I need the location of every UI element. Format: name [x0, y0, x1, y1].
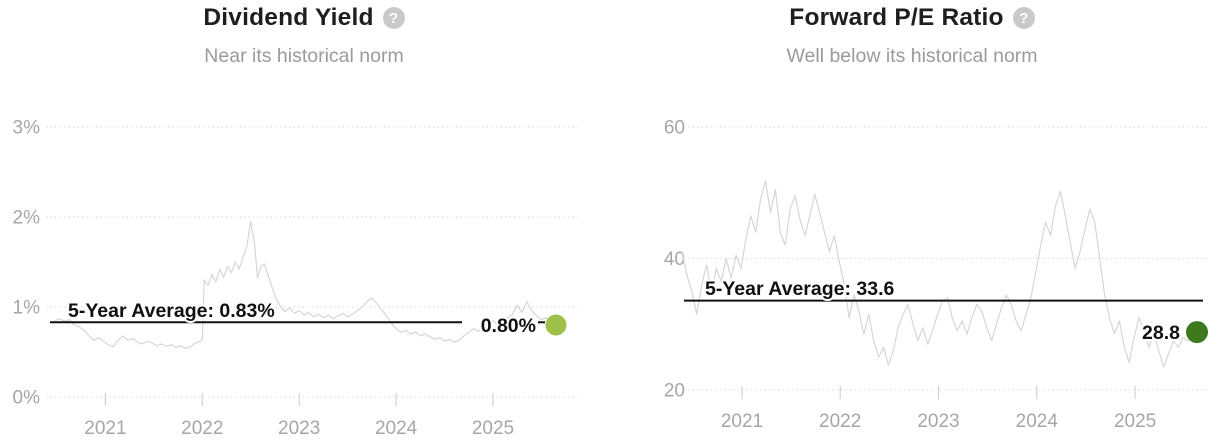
current-value-label: 0.80% [481, 315, 536, 337]
dividend-yield-header: Dividend Yield ? [0, 2, 608, 34]
x-axis-label: 2024 [375, 418, 418, 439]
y-axis-label: 3% [13, 118, 41, 139]
help-icon[interactable]: ? [1012, 7, 1035, 29]
y-axis-label: 2% [13, 208, 41, 229]
y-axis-label: 20 [664, 381, 685, 402]
forward-pe-header: Forward P/E Ratio ? [608, 2, 1216, 34]
series-line[interactable] [54, 220, 557, 349]
x-axis-label: 2022 [819, 411, 861, 432]
y-axis-label: 0% [13, 388, 41, 409]
chart-title: Dividend Yield [203, 4, 374, 31]
x-axis-label: 2023 [917, 411, 959, 432]
current-value-dot[interactable] [1186, 321, 1208, 344]
current-value-label: 28.8 [1142, 322, 1180, 344]
chart-title: Forward P/E Ratio [789, 4, 1004, 31]
dividend-yield-panel: Dividend Yield ? Near its historical nor… [0, 0, 608, 443]
x-axis-label: 2021 [84, 418, 126, 439]
average-label: 5-Year Average: 0.83% [68, 300, 275, 322]
chart-status-text: Near its historical norm [204, 45, 404, 67]
forward-pe-chart[interactable]: 20 40 60 2021 2022 2023 2024 2025 5-Year Average… [608, 88, 1217, 443]
current-value-dot[interactable] [545, 314, 567, 336]
x-axis-label: 2025 [1114, 411, 1156, 432]
x-axis-label: 2024 [1016, 411, 1059, 432]
y-axis-label: 60 [664, 118, 685, 139]
x-axis-label: 2025 [472, 418, 514, 439]
y-axis-label: 1% [13, 298, 41, 319]
forward-pe-panel: Forward P/E Ratio ? Well below its histo… [608, 0, 1216, 443]
series-line[interactable] [681, 180, 1198, 368]
help-icon[interactable]: ? [382, 7, 405, 29]
x-axis-label: 2023 [278, 418, 320, 439]
dividend-yield-chart[interactable]: 0% 1% 2% 3% 2021 2022 2023 2024 2025 5-Year Avera… [0, 88, 608, 443]
average-label: 5-Year Average: 33.6 [705, 278, 894, 300]
chart-status-text: Well below its historical norm [786, 45, 1038, 67]
x-axis-label: 2022 [181, 418, 223, 439]
y-axis-label: 40 [664, 249, 685, 270]
x-axis-label: 2021 [721, 411, 763, 432]
